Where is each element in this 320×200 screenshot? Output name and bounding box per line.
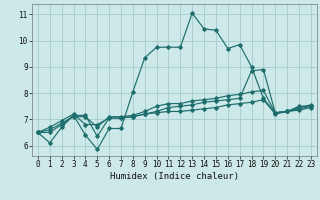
X-axis label: Humidex (Indice chaleur): Humidex (Indice chaleur) [110, 172, 239, 181]
